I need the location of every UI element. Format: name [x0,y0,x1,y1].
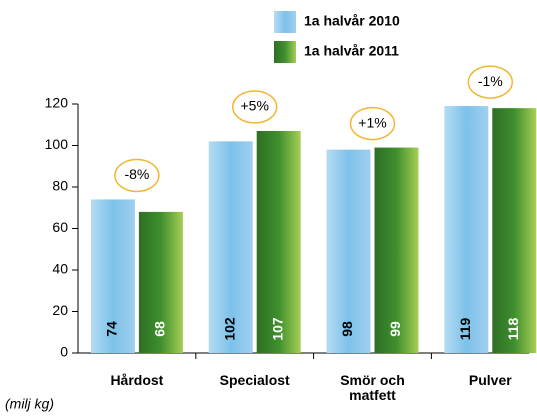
legend-swatch [274,11,296,33]
bar-value-label: 107 [269,317,285,341]
bar [326,149,371,353]
y-tick-label: 60 [52,219,68,235]
x-tick-label: Specialost [219,372,290,388]
legend-swatch [274,41,296,63]
bar-value-label: 68 [152,321,168,337]
y-tick-label: 100 [45,136,69,152]
bar-value-label: 119 [457,317,473,340]
x-tick-label: Smör och matfett [340,372,405,403]
bar-value-label: 102 [221,317,237,341]
x-tick-label: Pulver [468,372,512,388]
annotation: +5% [240,98,268,114]
annotation-ellipse [114,158,160,193]
bar [444,106,489,353]
bar-value-label: 74 [104,321,120,337]
annotation-ellipse [231,90,278,124]
legend-label: 1a halvår 2011 [304,43,399,59]
bar [256,130,301,353]
y-tick-label: 80 [52,178,68,194]
y-tick-label: 20 [52,302,68,318]
bar-value-label: 99 [387,321,403,337]
x-tick-label: Hårdost [110,372,164,388]
bar [90,199,135,353]
bar [138,211,183,353]
bar [208,141,253,353]
bar-value-label: 118 [505,317,521,340]
annotation-ellipse [467,65,514,99]
legend-label: 1a halvår 2010 [304,13,400,29]
bar [374,147,419,353]
annotation: -8% [124,166,149,182]
y-tick-label: 0 [60,344,68,360]
y-tick-label: 40 [52,261,68,277]
bar-value-label: 98 [339,321,355,337]
annotation-ellipse [349,106,396,141]
y-tick-label: 120 [45,95,69,111]
bar [492,108,537,354]
annotation: +1% [358,114,386,130]
annotation: -1% [478,73,503,89]
y-axis-label: (milj kg) [5,396,54,412]
